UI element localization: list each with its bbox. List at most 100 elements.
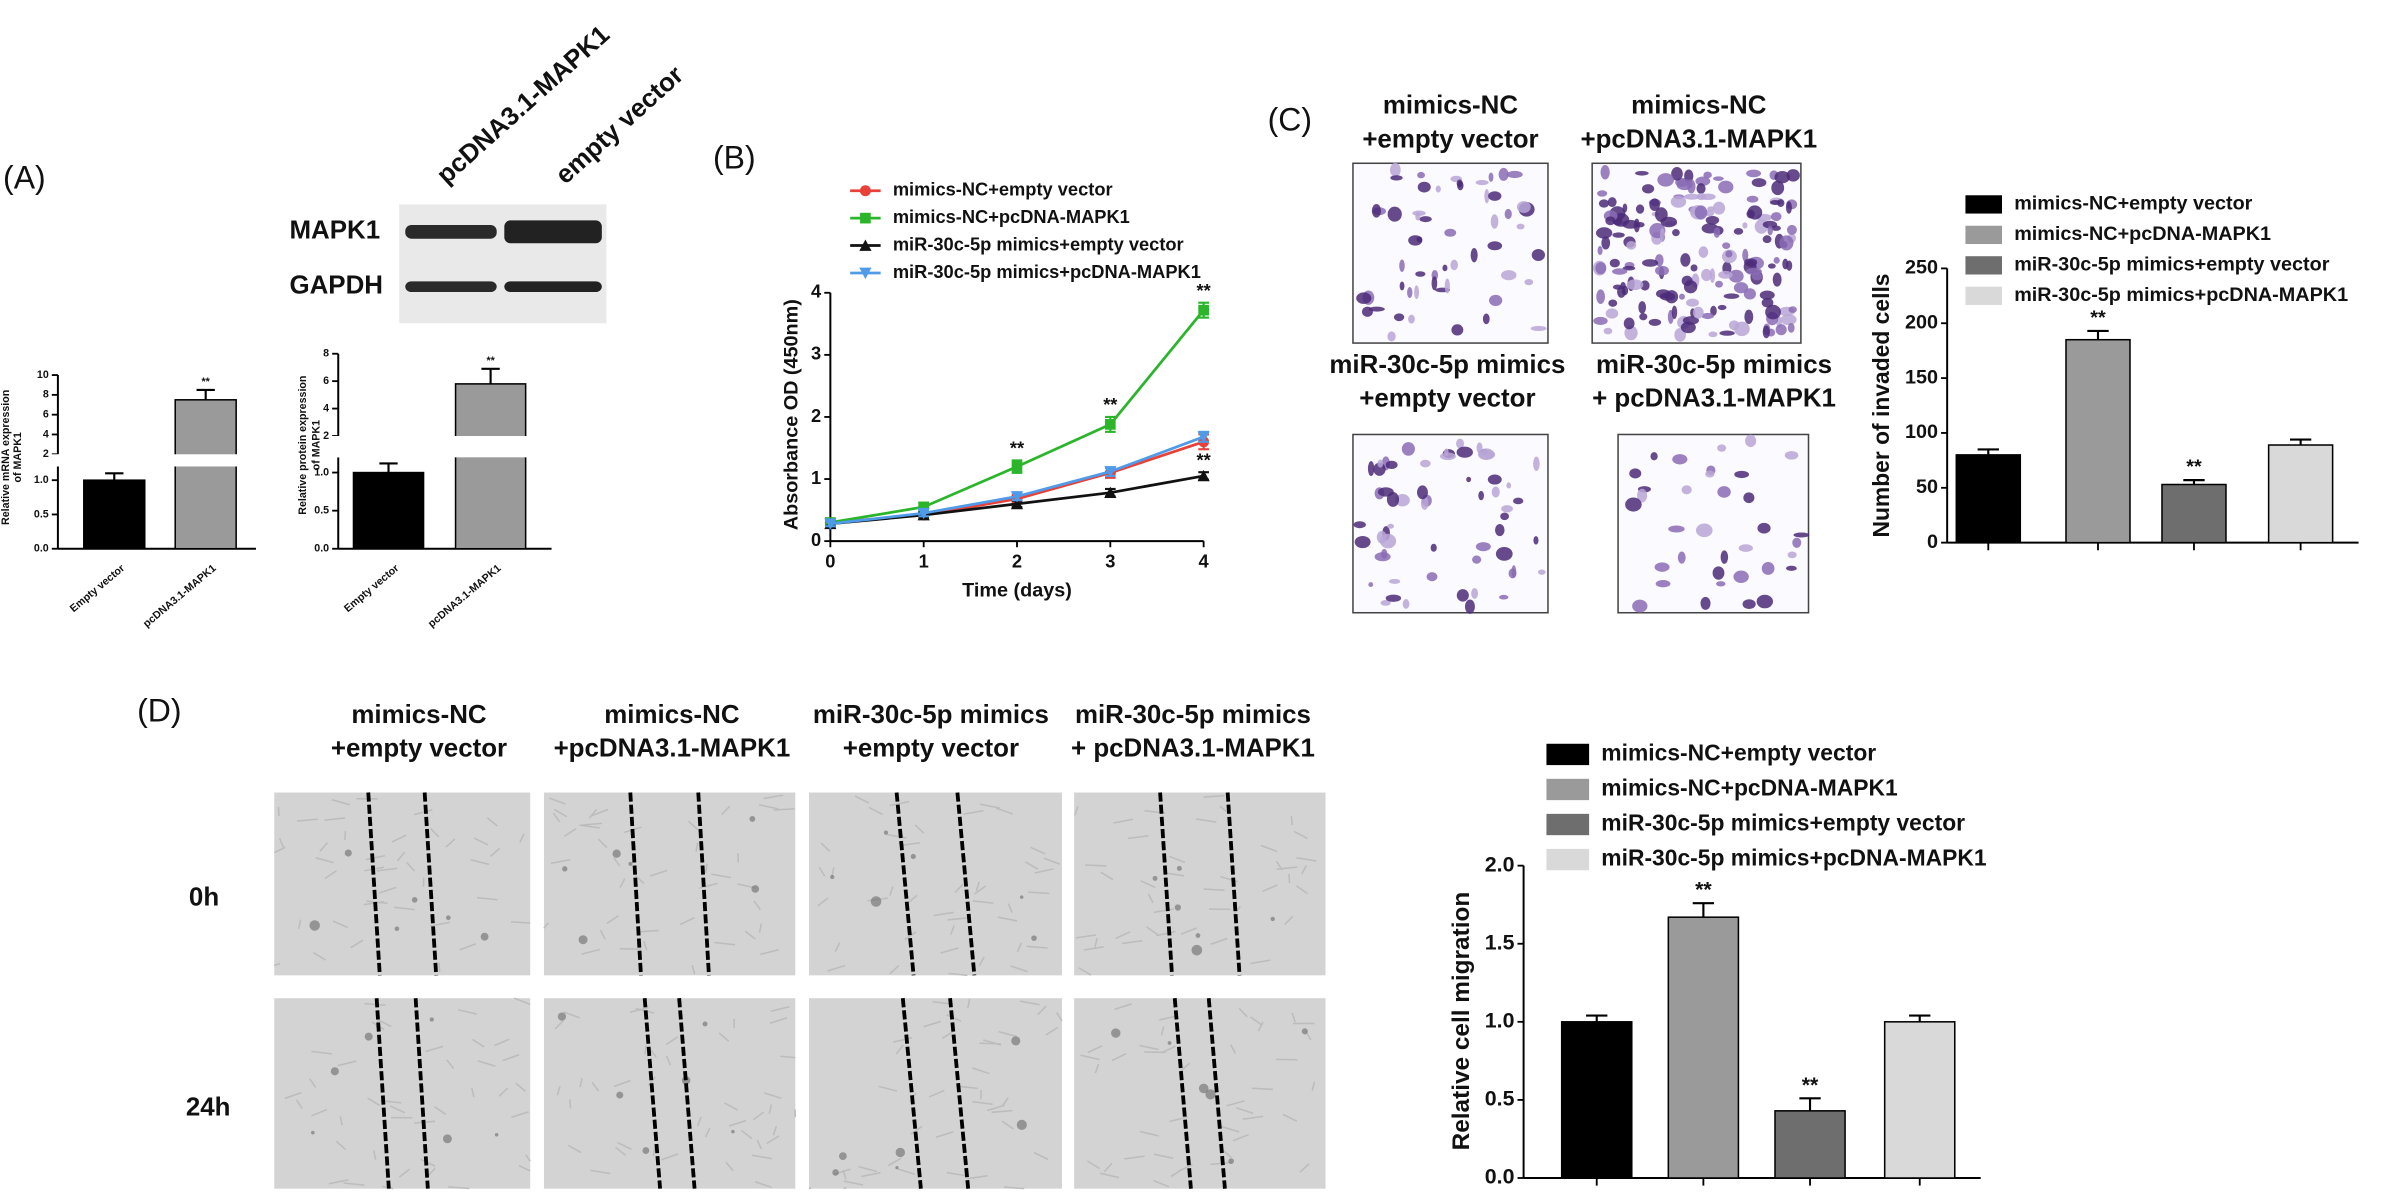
cell — [1498, 167, 1509, 181]
texture — [691, 964, 696, 975]
x-tick-label: pcDNA3.1-MAPK1 — [141, 562, 219, 630]
cell — [1472, 555, 1482, 564]
texture — [1034, 868, 1054, 874]
row-label: 0h — [189, 883, 219, 911]
cell — [1377, 459, 1384, 468]
texture — [477, 1060, 496, 1067]
debris — [445, 915, 451, 921]
cell — [1742, 222, 1748, 229]
cell — [1482, 313, 1490, 325]
image-caption: miR-30c-5p mimics — [1329, 351, 1565, 379]
point — [824, 518, 837, 530]
texture — [1276, 866, 1298, 870]
scratch-edge — [1225, 792, 1242, 976]
cell — [1744, 309, 1754, 324]
texture — [868, 806, 883, 816]
cell — [1641, 184, 1655, 194]
texture — [1124, 1155, 1145, 1160]
legend-label: mimics-NC+empty vector — [2014, 193, 2252, 215]
texture — [904, 931, 917, 941]
y-tick-label: 2 — [323, 430, 329, 442]
texture — [1275, 860, 1283, 871]
y-tick-label: 6 — [43, 408, 49, 420]
texture — [1196, 818, 1217, 823]
texture — [1311, 1081, 1316, 1091]
texture — [1238, 1007, 1248, 1018]
migration-image — [543, 792, 796, 976]
texture — [1282, 1113, 1298, 1122]
texture — [569, 1099, 572, 1109]
cell — [1393, 313, 1405, 322]
cell — [1597, 245, 1603, 256]
cell — [1681, 485, 1692, 495]
cell — [1712, 201, 1726, 215]
cell — [1654, 562, 1670, 572]
texture — [579, 824, 600, 829]
texture — [554, 1019, 564, 1030]
debris — [311, 1130, 315, 1135]
cell — [1660, 228, 1665, 243]
texture — [772, 1126, 778, 1136]
texture — [947, 917, 969, 921]
scratch-edge — [374, 998, 391, 1189]
cell — [1671, 305, 1678, 320]
texture — [910, 1125, 923, 1135]
debris — [1228, 1158, 1234, 1164]
y-tick-label: 2.0 — [1485, 852, 1515, 876]
cell — [1374, 552, 1391, 562]
y-axis-label: Relative mRNA expression — [0, 390, 12, 525]
point — [1011, 461, 1023, 472]
texture — [1030, 846, 1046, 855]
cell — [1490, 214, 1499, 229]
y-tick-label: 8 — [43, 389, 49, 401]
texture — [446, 1059, 455, 1070]
cell — [1638, 301, 1647, 314]
cell — [1605, 216, 1616, 226]
texture — [629, 1006, 649, 1013]
bar — [2267, 444, 2334, 544]
bar — [1883, 1021, 1956, 1179]
texture — [643, 1045, 647, 1055]
cell — [1603, 327, 1613, 335]
x-tick-label: Empty vector — [68, 562, 127, 615]
debris — [1019, 895, 1024, 899]
debris — [1174, 904, 1181, 911]
cell — [1531, 249, 1545, 261]
y-tick-label: 10 — [37, 369, 49, 381]
cell — [1388, 578, 1401, 584]
texture — [590, 1169, 611, 1175]
texture — [494, 1038, 510, 1047]
cell — [1746, 169, 1762, 178]
texture — [766, 1135, 780, 1145]
line — [830, 309, 1205, 524]
significance: ** — [1103, 394, 1118, 415]
cell — [1408, 314, 1415, 324]
texture — [808, 1187, 812, 1190]
cell — [1734, 470, 1750, 479]
texture — [1147, 893, 1154, 904]
cell — [1637, 488, 1648, 503]
legend-label: miR-30c-5p mimics+pcDNA-MAPK1 — [893, 261, 1201, 282]
cell — [1683, 193, 1701, 200]
texture — [752, 1154, 773, 1160]
texture — [425, 1045, 444, 1053]
cell — [1504, 208, 1512, 220]
cell — [1420, 496, 1429, 510]
texture — [721, 805, 731, 816]
texture — [914, 824, 925, 834]
texture — [365, 854, 386, 861]
significance: ** — [1695, 878, 1712, 902]
cell — [1725, 250, 1733, 258]
texture — [887, 1157, 902, 1167]
cell — [1759, 290, 1775, 300]
texture — [459, 943, 477, 951]
texture — [376, 867, 398, 872]
cell — [1499, 594, 1509, 600]
texture — [1301, 865, 1308, 875]
texture — [1103, 1162, 1113, 1173]
texture — [1004, 1186, 1025, 1190]
debris — [830, 874, 835, 880]
scratch-edge — [1172, 998, 1193, 1189]
texture — [695, 842, 699, 852]
cell — [1456, 438, 1465, 449]
